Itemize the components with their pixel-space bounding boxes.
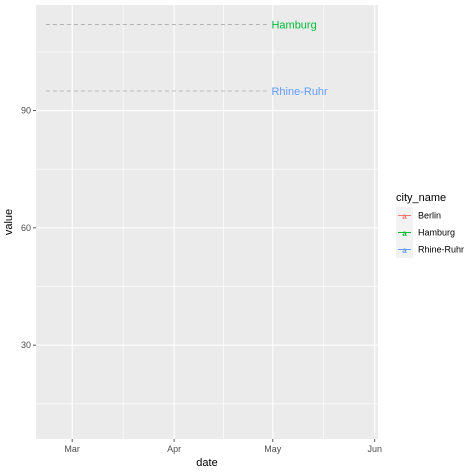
y-tick-label: 30 [21,340,31,350]
y-axis-ticks: 30 60 90 [21,106,36,350]
x-tick-label: Mar [64,444,80,454]
legend-label-hamburg: Hamburg [418,228,455,238]
legend-key-glyph: a [402,229,407,238]
reference-lines [45,24,270,92]
y-tick-label: 90 [21,106,31,116]
series-label-hamburg: Hamburg [271,20,316,32]
series-labels: Hamburg Rhine-Ruhr [271,20,328,98]
x-tick-label: Jun [367,444,382,454]
plot-panel [36,5,378,439]
y-axis-title: value [3,209,15,235]
legend-title: city_name [396,192,446,204]
series-label-rhine-ruhr: Rhine-Ruhr [271,86,328,98]
x-tick-label: May [264,444,282,454]
legend: city_name a Berlin a Hamburg a Rhine-Ruhr [396,192,464,258]
legend-label-berlin: Berlin [418,211,441,221]
grid-major [36,5,378,439]
x-axis-ticks: Mar Apr May Jun [64,439,382,454]
legend-key-glyph: a [402,246,407,255]
legend-label-rhine-ruhr: Rhine-Ruhr [418,245,464,255]
x-tick-label: Apr [167,444,181,454]
grid-minor [36,5,378,439]
x-axis-title: date [196,457,217,469]
y-tick-label: 60 [21,223,31,233]
legend-key-glyph: a [402,212,407,221]
